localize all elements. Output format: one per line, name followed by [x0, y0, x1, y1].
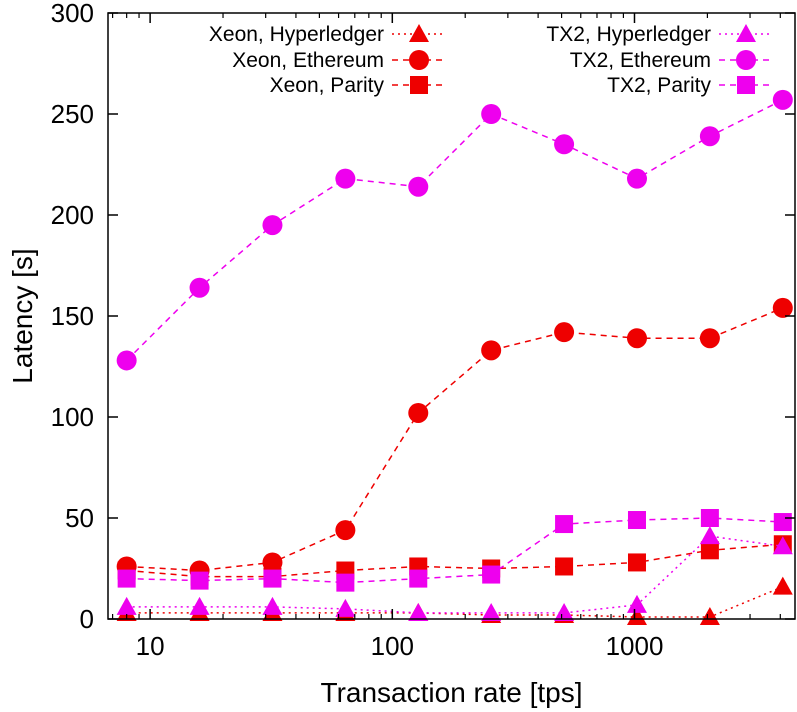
legend-item: Xeon, Parity [270, 74, 446, 97]
legend-label: Xeon, Parity [270, 74, 385, 97]
y-tick-label: 50 [65, 503, 94, 533]
legend-marker [736, 24, 756, 42]
series-line [126, 535, 783, 614]
data-point [116, 350, 137, 371]
data-point [554, 134, 575, 155]
data-point [555, 515, 574, 534]
data-point [626, 328, 647, 349]
data-point [262, 596, 283, 615]
series-4 [116, 89, 793, 371]
data-point [699, 526, 720, 545]
data-point [700, 509, 719, 527]
legend-item: TX2, Ethereum [570, 49, 773, 72]
data-point [481, 104, 502, 124]
data-point [772, 89, 793, 110]
data-point [408, 602, 429, 621]
data-point [700, 541, 719, 560]
legend-item: Xeon, Hyperledger [209, 23, 446, 46]
legend-label: Xeon, Hyperledger [209, 23, 384, 46]
plot-frame [107, 12, 796, 620]
series-0 [116, 576, 793, 625]
data-point [772, 536, 793, 555]
data-point [335, 598, 356, 617]
legend-label: Xeon, Ethereum [232, 49, 384, 72]
data-point [408, 176, 429, 197]
y-tick-label: 100 [51, 402, 94, 432]
x-tick-label: 100 [371, 631, 414, 661]
legend-marker [737, 76, 755, 94]
data-point [772, 297, 793, 318]
series-2 [117, 535, 792, 586]
series-line [126, 517, 783, 584]
data-point [555, 557, 574, 576]
data-point [189, 596, 210, 615]
series-1 [116, 297, 793, 581]
legend-marker [409, 24, 429, 42]
legend-label: TX2, Ethereum [570, 49, 711, 72]
data-point [627, 511, 646, 530]
data-point [482, 565, 501, 584]
data-point [262, 552, 283, 573]
series-5 [117, 509, 792, 592]
legend-label: TX2, Parity [607, 74, 711, 97]
data-point [262, 215, 283, 236]
legend-marker [409, 50, 429, 70]
data-point [336, 573, 355, 592]
legend-item: TX2, Hyperledger [546, 23, 773, 46]
data-point [190, 571, 209, 590]
y-tick-label: 200 [51, 200, 94, 230]
data-point [626, 594, 647, 613]
legend-item: Xeon, Ethereum [232, 49, 446, 72]
axis-ticks: 0 50 100 150 200 250 300 10 100 1000 [51, 0, 795, 661]
data-point [335, 168, 356, 189]
data-point [409, 569, 428, 588]
data-point [481, 602, 502, 621]
data-point [773, 513, 792, 532]
data-point [554, 602, 575, 621]
data-point [699, 126, 720, 147]
data-point [263, 569, 282, 588]
plot-marks [116, 89, 793, 625]
series-line [126, 586, 784, 618]
data-point [117, 569, 136, 588]
data-point [699, 606, 720, 625]
y-axis-title: Latency [s] [7, 248, 38, 383]
data-point [772, 576, 793, 595]
x-tick-label: 1000 [606, 631, 664, 661]
legend-marker [736, 50, 756, 70]
data-point [554, 322, 575, 343]
y-tick-label: 300 [51, 0, 94, 28]
data-point [335, 520, 356, 541]
x-axis-title: Transaction rate [tps] [321, 677, 583, 708]
x-tick-label: 10 [136, 631, 165, 661]
data-point [481, 340, 502, 361]
y-tick-label: 150 [51, 301, 94, 331]
data-point [408, 402, 429, 423]
legend-item: TX2, Parity [607, 74, 773, 97]
series-line [126, 543, 783, 578]
data-point [626, 168, 647, 189]
series-3 [116, 526, 793, 621]
y-tick-label: 0 [80, 604, 94, 634]
data-point [699, 328, 720, 349]
legend-label: TX2, Hyperledger [546, 23, 711, 46]
data-point [189, 277, 210, 298]
data-point [627, 553, 646, 572]
data-point [116, 596, 137, 615]
legend-marker [410, 76, 428, 94]
y-tick-label: 250 [51, 99, 94, 129]
series-line [126, 307, 784, 572]
data-point [626, 606, 647, 625]
series-line [126, 99, 784, 361]
